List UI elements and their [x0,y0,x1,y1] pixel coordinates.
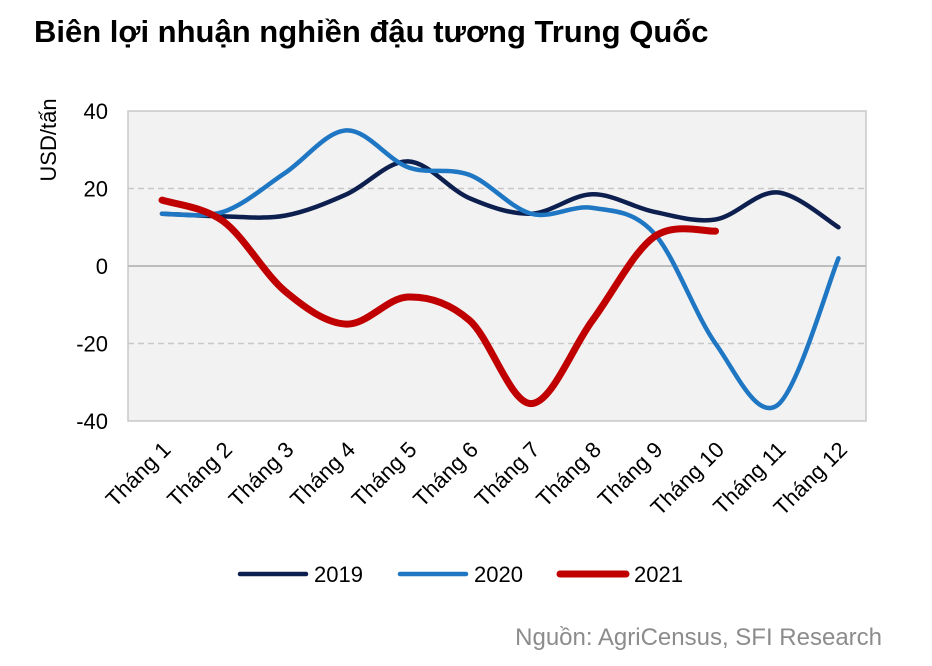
y-tick-label: 0 [96,254,108,279]
x-tick-label: Tháng 5 [347,437,422,512]
source-note: Nguồn: AgriCensus, SFI Research [515,624,882,651]
x-tick-label: Tháng 8 [531,437,606,512]
x-tick-label: Tháng 6 [408,437,483,512]
y-tick-label: 40 [84,99,108,124]
y-tick-label: -20 [76,332,108,357]
chart-title: Biên lợi nhuận nghiền đậu tương Trung Qu… [34,14,709,49]
series-line-2021 [158,196,719,408]
x-tick-label: Tháng 2 [162,437,237,512]
x-tick-label: Tháng 3 [224,437,299,512]
legend: 2019 2020 2021 [237,562,683,587]
x-tick-label: Tháng 1 [101,437,176,512]
legend-label-2019: 2019 [314,562,363,587]
series-line-2019 [159,159,841,230]
y-axis-label: USD/tấn [36,98,61,181]
x-tick-label: Tháng 4 [285,437,360,512]
x-tick-label: Tháng 7 [470,437,545,512]
gridlines [128,187,866,345]
series-line-2020 [159,128,841,411]
y-tick-label: -40 [76,409,108,434]
legend-label-2020: 2020 [474,562,523,587]
y-tick-label: 20 [84,177,108,202]
series-group [158,128,841,411]
y-axis: 40 20 0 -20 -40 [76,99,108,434]
legend-label-2021: 2021 [634,562,683,587]
